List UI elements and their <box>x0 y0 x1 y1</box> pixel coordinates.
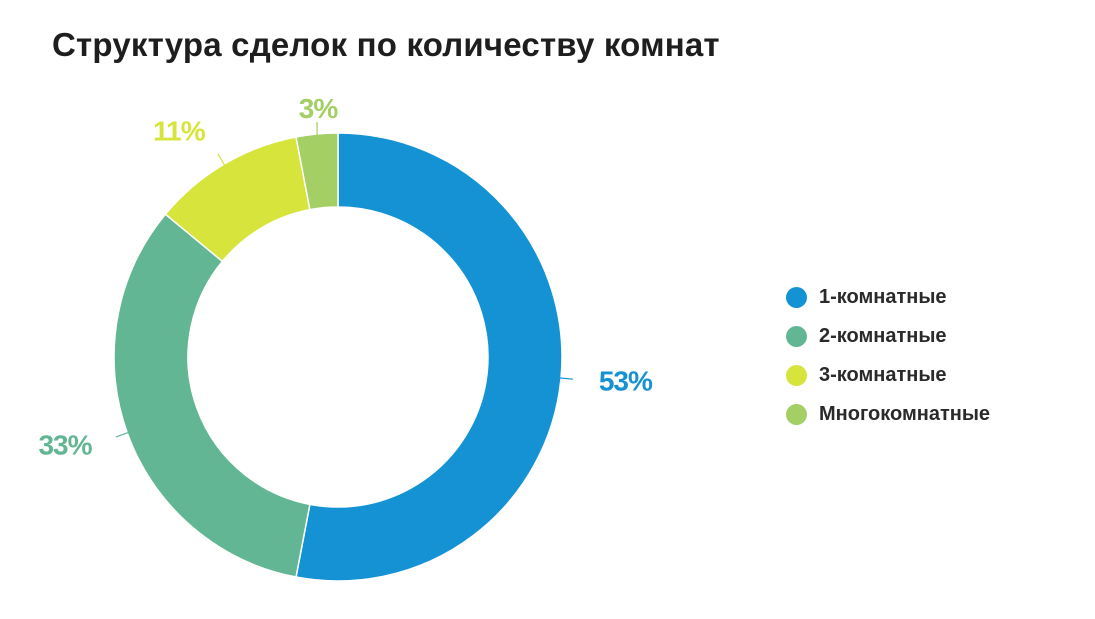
chart-title: Структура сделок по количеству комнат <box>52 26 720 63</box>
data-label-multi-room: 3% <box>299 93 339 124</box>
legend-swatch-2-room <box>786 325 807 347</box>
legend-item-1-room[interactable]: 1-комнатные <box>786 286 990 308</box>
data-label-1-room: 53% <box>599 366 653 397</box>
legend-swatch-3-room <box>786 364 807 386</box>
legend-label: Многокомнатные <box>819 402 991 425</box>
legend: 1-комнатные 2-комнатные 3-комнатные Мног… <box>786 286 990 425</box>
legend-label: 2-комнатные <box>819 324 947 347</box>
donut-slice-2-room[interactable] <box>113 213 311 578</box>
leader-line-3-room <box>217 153 226 167</box>
legend-label: 1-комнатные <box>819 285 947 308</box>
legend-item-3-room[interactable]: 3-комнатные <box>786 364 990 386</box>
donut-slice-1-room[interactable] <box>295 132 563 582</box>
data-label-2-room: 33% <box>38 430 92 461</box>
legend-item-multi-room[interactable]: Многокомнатные <box>786 403 990 425</box>
donut-slices <box>113 132 563 582</box>
donut-slice-multi-room[interactable] <box>295 132 339 211</box>
leader-line-multi-room <box>316 122 318 136</box>
legend-swatch-multi-room <box>786 403 807 425</box>
label-leader-lines <box>115 122 574 438</box>
legend-item-2-room[interactable]: 2-комнатные <box>786 325 990 347</box>
data-labels: 53% 33% 11% 3% <box>38 93 654 461</box>
data-label-3-room: 11% <box>153 115 206 146</box>
leader-line-1-room <box>558 377 574 380</box>
legend-swatch-1-room <box>786 286 807 308</box>
legend-label: 3-комнатные <box>819 363 947 386</box>
leader-line-2-room <box>115 431 130 438</box>
